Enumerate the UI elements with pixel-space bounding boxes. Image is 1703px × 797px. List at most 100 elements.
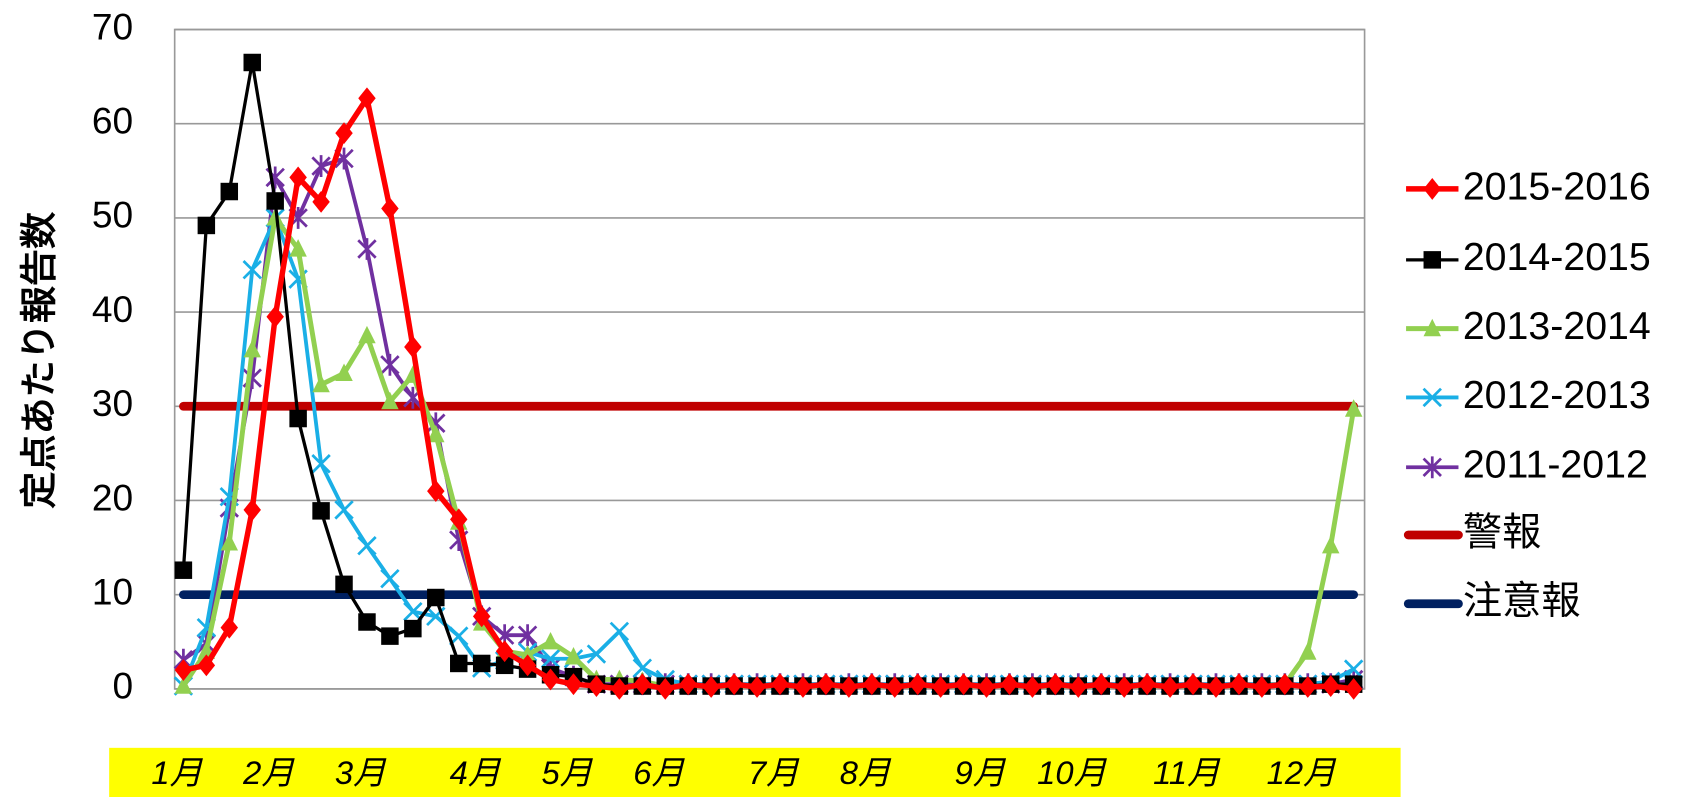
- marker: [404, 336, 422, 358]
- marker: [586, 644, 607, 664]
- y-tick-label: 70: [92, 5, 133, 47]
- x-tick-label: 7月: [748, 754, 800, 791]
- marker: [243, 53, 261, 72]
- marker: [518, 654, 537, 677]
- month-band: [109, 747, 1401, 797]
- x-tick-label: 4月: [450, 754, 502, 791]
- marker: [1253, 676, 1271, 698]
- marker: [289, 409, 307, 428]
- marker: [266, 208, 284, 226]
- legend-marker: [1422, 456, 1442, 479]
- marker: [335, 363, 353, 381]
- legend-label: 2012-2013: [1463, 373, 1651, 417]
- marker: [472, 654, 491, 673]
- marker: [311, 155, 331, 178]
- marker: [357, 536, 377, 556]
- marker: [311, 454, 331, 474]
- y-tick-label: 60: [92, 100, 133, 142]
- marker: [404, 619, 422, 638]
- legend-marker: [1423, 177, 1441, 200]
- marker: [197, 216, 216, 235]
- x-tick-label: 5月: [541, 754, 593, 791]
- marker: [1161, 676, 1179, 698]
- y-tick-label: 50: [92, 194, 133, 236]
- x-tick-label: 3月: [335, 754, 387, 791]
- y-axis-title: 定点あたり報告数: [17, 211, 59, 509]
- x-tick-label: 2月: [242, 754, 295, 791]
- marker: [1321, 535, 1340, 554]
- series: [173, 208, 1364, 696]
- marker: [472, 605, 491, 628]
- marker: [289, 239, 307, 257]
- series: [173, 147, 1364, 696]
- marker: [1069, 676, 1088, 698]
- marker: [1046, 673, 1065, 696]
- marker: [197, 654, 216, 677]
- marker: [381, 391, 399, 410]
- marker: [358, 325, 376, 344]
- legend-marker: [1423, 251, 1441, 269]
- marker: [174, 561, 193, 579]
- marker: [518, 645, 537, 663]
- x-tick-label: 6月: [633, 754, 685, 791]
- marker: [495, 656, 514, 675]
- marker: [266, 305, 284, 328]
- marker: [517, 624, 538, 647]
- marker: [495, 640, 514, 663]
- legend-label: 2014-2015: [1463, 235, 1651, 279]
- marker: [427, 424, 445, 443]
- marker: [1023, 676, 1042, 698]
- marker: [312, 190, 330, 213]
- marker: [266, 192, 284, 210]
- marker: [335, 575, 353, 594]
- marker: [381, 627, 399, 645]
- marker: [1344, 677, 1363, 700]
- marker: [243, 498, 261, 521]
- legend-label: 2011-2012: [1463, 443, 1648, 487]
- marker: [541, 631, 560, 650]
- y-tick-label: 30: [92, 382, 133, 424]
- marker: [357, 238, 377, 260]
- marker: [794, 676, 812, 698]
- marker: [702, 676, 720, 698]
- marker: [1343, 659, 1364, 679]
- marker: [380, 568, 400, 589]
- marker: [564, 647, 583, 665]
- marker: [540, 649, 561, 669]
- marker: [403, 601, 423, 622]
- marker: [381, 197, 399, 220]
- series-line: [182, 95, 1355, 692]
- marker: [220, 616, 239, 639]
- marker: [358, 87, 376, 110]
- x-tick-label: 12月: [1267, 754, 1337, 791]
- series: [174, 208, 1363, 694]
- marker: [1299, 642, 1317, 660]
- marker: [609, 621, 630, 642]
- marker: [1344, 399, 1363, 417]
- legend-label: 警報: [1463, 510, 1542, 554]
- plot-frame: [173, 28, 1366, 690]
- marker: [334, 500, 354, 520]
- marker: [656, 677, 675, 700]
- legend-marker: [1423, 318, 1441, 337]
- marker: [243, 339, 261, 358]
- y-tick-label: 20: [92, 476, 133, 518]
- marker: [450, 654, 468, 673]
- y-tick-label: 0: [113, 665, 134, 707]
- series-line: [182, 156, 1355, 687]
- legend-label: 2013-2014: [1463, 304, 1651, 348]
- x-tick-label: 8月: [840, 754, 892, 791]
- marker: [1115, 676, 1133, 698]
- marker: [289, 166, 307, 189]
- marker: [427, 588, 445, 607]
- marker: [632, 658, 653, 678]
- marker: [380, 353, 400, 376]
- x-tick-label: 9月: [954, 754, 1006, 791]
- y-tick-label: 10: [92, 570, 133, 612]
- legend-marker: [1422, 387, 1442, 408]
- y-tick-label: 40: [92, 288, 133, 330]
- marker: [312, 502, 330, 520]
- marker: [174, 676, 193, 694]
- x-tick-label: 1月: [151, 754, 203, 791]
- series: [174, 87, 1363, 700]
